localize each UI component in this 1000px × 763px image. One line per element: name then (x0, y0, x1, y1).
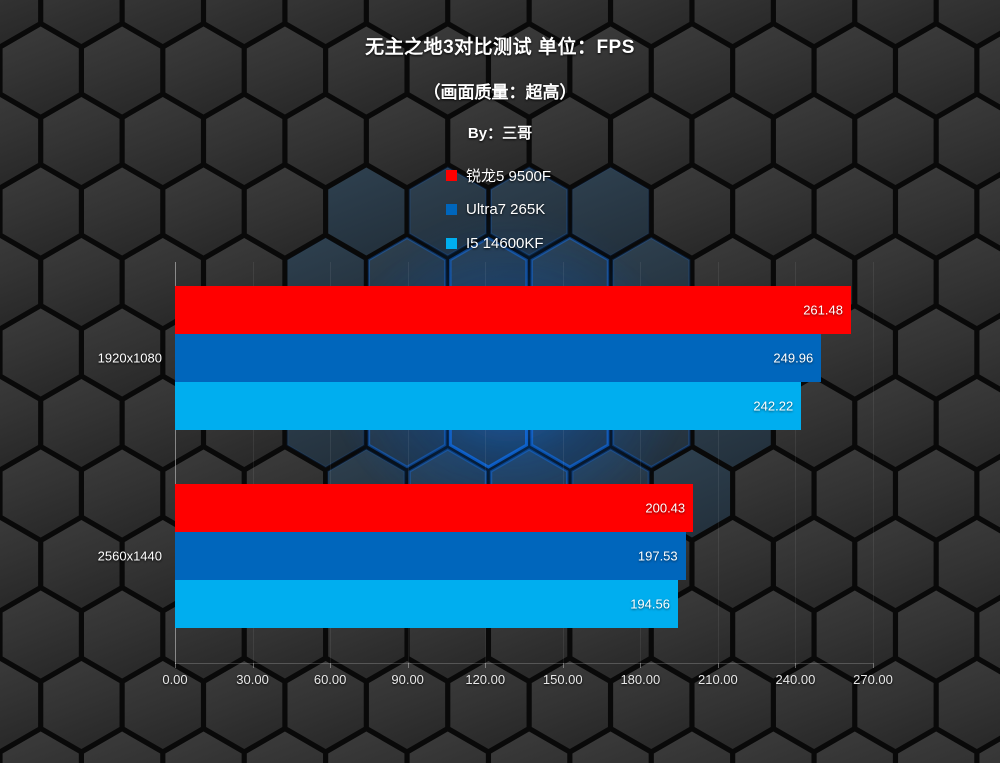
legend-item-label: I5 14600KF (466, 234, 544, 252)
page-title: 无主之地3对比测试 单位：FPS (365, 37, 635, 58)
legend-item: I5 14600KF (0, 226, 1000, 260)
x-gridline (485, 262, 487, 663)
x-axis-tick-label: 180.00 (620, 672, 661, 687)
legend-swatch-blue (446, 203, 457, 215)
x-gridline (407, 262, 409, 663)
x-axis-tick-mark (562, 663, 564, 668)
x-axis-tick-label: 240.00 (775, 672, 816, 687)
bar-value-label: 261.48 (803, 302, 843, 318)
y-axis-line (175, 262, 176, 664)
x-gridline (640, 262, 642, 663)
x-axis-tick-mark (252, 663, 254, 668)
legend-item-label: 锐龙5 9500F (466, 167, 552, 185)
x-axis-tick-label: 60.00 (313, 672, 347, 687)
bar-2560x1440-I5 14600KF: 194.56 (175, 580, 678, 628)
x-axis-tick-label: 90.00 (391, 672, 424, 687)
bar-1920x1080-锐龙5 9500F: 261.48 (175, 286, 851, 334)
legend-item: Ultra7 265K (0, 192, 1000, 226)
x-axis-tick-mark (795, 663, 797, 668)
chart-subtitle: （画面质量：超高） (423, 83, 577, 102)
legend-swatch-cyan (446, 237, 457, 249)
bar-value-label: 200.43 (645, 500, 686, 516)
bar-2560x1440-锐龙5 9500F: 200.43 (175, 484, 694, 532)
bar-value-label: 197.53 (637, 548, 678, 564)
bar-1920x1080-Ultra7 265K: 249.96 (175, 334, 822, 382)
y-axis-category-label: 1920x1080 (97, 350, 162, 366)
x-axis-tick-mark (873, 663, 874, 668)
x-axis-tick-mark (640, 663, 642, 668)
x-axis-line (175, 663, 873, 664)
bar-1920x1080-I5 14600KF: 242.22 (175, 382, 802, 430)
bar-value-label: 194.56 (630, 596, 670, 612)
x-gridline (795, 262, 797, 663)
x-axis-tick-label: 0.00 (162, 672, 188, 687)
x-axis-tick-label: 210.00 (697, 672, 738, 687)
x-axis-tick-label: 150.00 (542, 672, 583, 687)
chart-byline: By：三哥 (467, 125, 533, 142)
x-gridline (252, 262, 254, 663)
legend-swatch-red (446, 169, 457, 181)
chart-titles: 无主之地3对比测试 单位：FPS （画面质量：超高） By：三哥 (0, 0, 1000, 143)
x-gridline (873, 262, 874, 663)
legend-item-label: Ultra7 265K (466, 200, 546, 218)
x-axis-tick-label: 30.00 (236, 672, 269, 687)
x-axis-tick-label: 270.00 (853, 672, 893, 687)
x-axis-tick-mark (485, 663, 487, 668)
x-gridline (330, 262, 332, 663)
x-axis-tick-mark (407, 663, 409, 668)
y-axis-category-label: 2560x1440 (97, 548, 162, 564)
x-axis-tick-mark (330, 663, 332, 668)
x-axis-tick-mark (717, 663, 719, 668)
x-gridline (717, 262, 719, 663)
legend-item: 锐龙5 9500F (0, 158, 1000, 192)
bar-2560x1440-Ultra7 265K: 197.53 (175, 532, 686, 580)
chart-legend: 锐龙5 9500F Ultra7 265K I5 14600KF (0, 158, 1000, 260)
x-axis-tick-label: 120.00 (465, 672, 506, 687)
x-axis-tick-mark (175, 663, 176, 668)
bar-value-label: 242.22 (753, 398, 794, 414)
bar-value-label: 249.96 (773, 350, 814, 366)
x-gridline (562, 262, 564, 663)
